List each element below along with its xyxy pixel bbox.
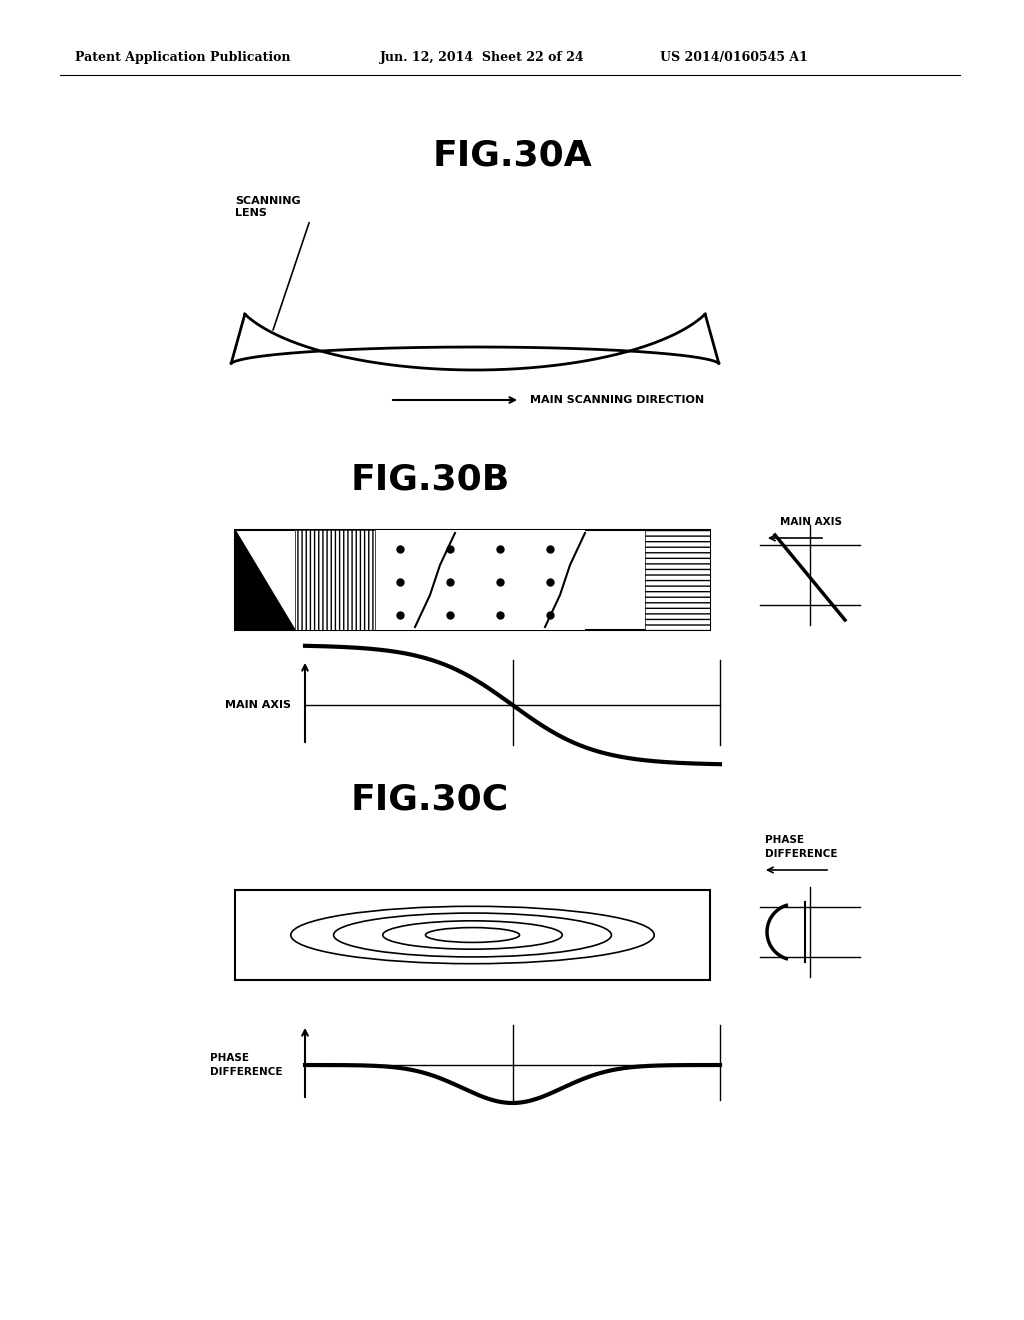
Text: Jun. 12, 2014  Sheet 22 of 24: Jun. 12, 2014 Sheet 22 of 24 <box>380 51 585 65</box>
Polygon shape <box>234 531 295 630</box>
Text: US 2014/0160545 A1: US 2014/0160545 A1 <box>660 51 808 65</box>
Text: FIG.30A: FIG.30A <box>432 139 592 172</box>
Text: MAIN AXIS: MAIN AXIS <box>225 700 291 710</box>
Text: Patent Application Publication: Patent Application Publication <box>75 51 291 65</box>
Bar <box>295 531 375 630</box>
Text: PHASE
DIFFERENCE: PHASE DIFFERENCE <box>210 1053 283 1077</box>
Text: SCANNING
LENS: SCANNING LENS <box>234 197 301 218</box>
Bar <box>234 890 710 979</box>
Text: FIG.30B: FIG.30B <box>350 463 510 498</box>
Text: MAIN SCANNING DIRECTION: MAIN SCANNING DIRECTION <box>530 395 705 405</box>
Text: FIG.30C: FIG.30C <box>351 783 509 817</box>
Text: PHASE
DIFFERENCE: PHASE DIFFERENCE <box>765 836 838 858</box>
Bar <box>295 531 375 630</box>
Text: MAIN AXIS: MAIN AXIS <box>780 517 842 527</box>
Bar <box>645 531 710 630</box>
Bar <box>375 531 585 630</box>
Bar <box>645 531 710 630</box>
Bar <box>234 531 710 630</box>
